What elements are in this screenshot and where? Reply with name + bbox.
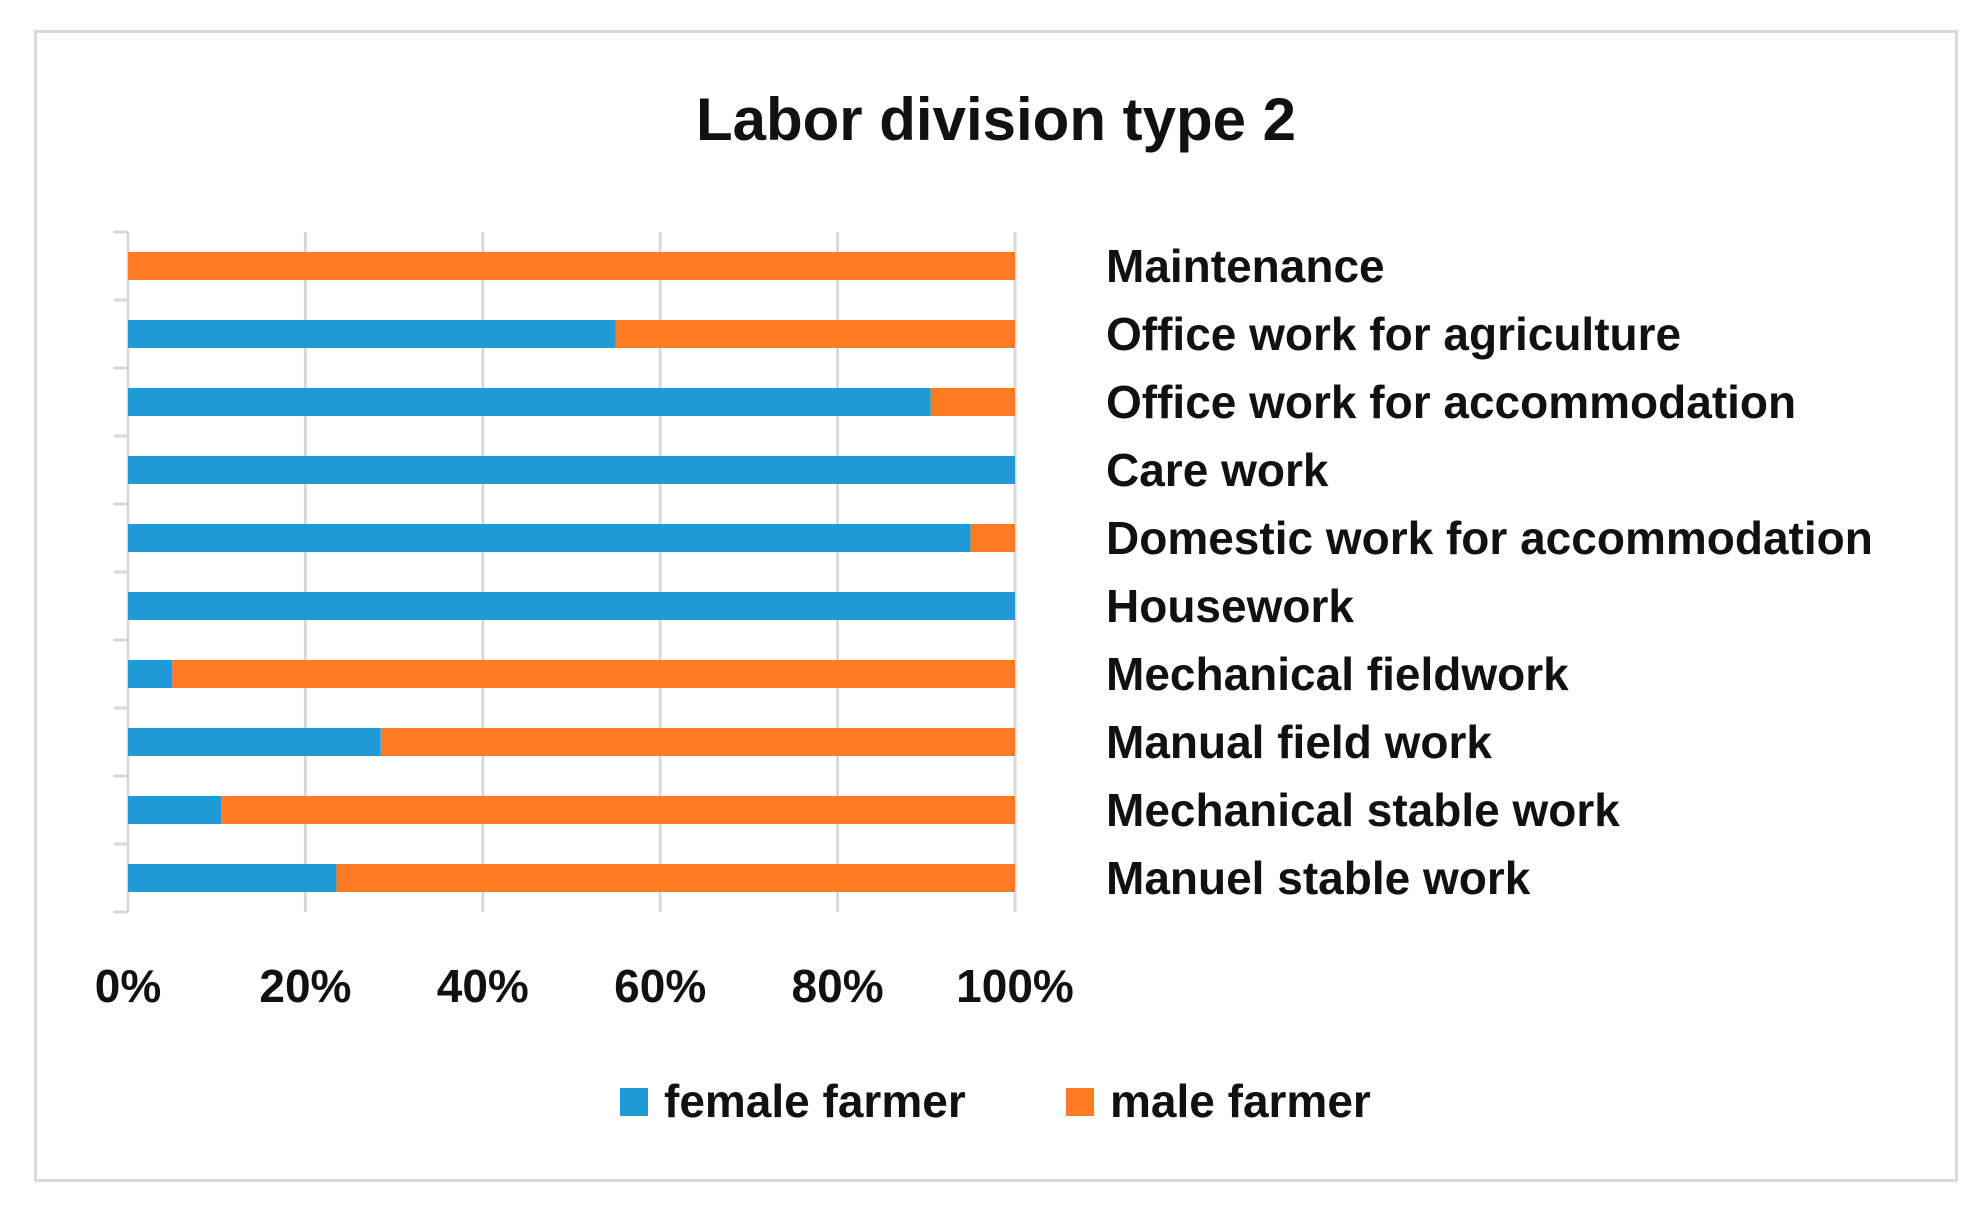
bar-area: [128, 252, 1016, 892]
legend: female farmer male farmer: [620, 1075, 1371, 1127]
bar-segment: [128, 796, 222, 824]
x-tick-label: 40%: [437, 960, 529, 1012]
bar-segment: [128, 728, 381, 756]
legend-label: female farmer: [664, 1075, 966, 1127]
bar-segment: [128, 388, 931, 416]
category-label: Care work: [1106, 444, 1329, 496]
bar-segment: [615, 320, 1015, 348]
x-tick-label: 60%: [614, 960, 706, 1012]
chart-title: Labor division type 2: [696, 86, 1296, 153]
x-tick-label: 100%: [956, 960, 1074, 1012]
category-label: Office work for accommodation: [1106, 376, 1796, 428]
bar-segment: [172, 660, 1016, 688]
x-tick-label: 0%: [95, 960, 161, 1012]
category-label: Manuel stable work: [1106, 852, 1531, 904]
legend-swatch: [1066, 1088, 1094, 1116]
bar-segment: [128, 456, 1015, 484]
bar-segment: [128, 592, 1015, 620]
legend-label: male farmer: [1110, 1075, 1371, 1127]
bar-segment: [128, 864, 337, 892]
bar-segment: [128, 252, 1015, 280]
category-label: Maintenance: [1106, 240, 1385, 292]
category-label: Office work for agriculture: [1106, 308, 1681, 360]
x-tick-label: 80%: [792, 960, 884, 1012]
legend-swatch: [620, 1088, 648, 1116]
x-axis-ticks: 0% 20% 40% 60% 80% 100%: [95, 960, 1074, 1012]
x-tick-label: 20%: [259, 960, 351, 1012]
category-label: Domestic work for accommodation: [1106, 512, 1873, 564]
bar-segment: [128, 660, 173, 688]
category-label: Housework: [1106, 580, 1354, 632]
bar-segment: [380, 728, 1015, 756]
category-label: Manual field work: [1106, 716, 1492, 768]
bar-segment: [970, 524, 1015, 552]
bar-segment: [221, 796, 1015, 824]
bar-segment: [128, 320, 616, 348]
bar-segment: [930, 388, 1015, 416]
category-labels: Maintenance Office work for agriculture Of…: [1106, 240, 1873, 904]
category-label: Mechanical fieldwork: [1106, 648, 1569, 700]
bar-segment: [128, 524, 971, 552]
category-label: Mechanical stable work: [1106, 784, 1620, 836]
bar-segment: [336, 864, 1015, 892]
